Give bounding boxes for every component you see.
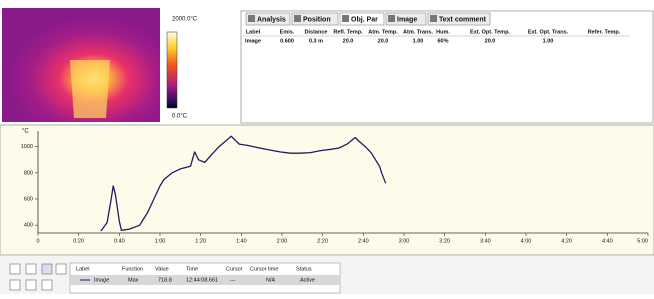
tab-label[interactable]: Analysis xyxy=(257,16,286,23)
table-tool[interactable] xyxy=(42,264,52,274)
column-header[interactable]: Time xyxy=(186,266,198,272)
column-header[interactable]: Label xyxy=(246,29,261,35)
y-tick-label: 800 xyxy=(24,170,33,176)
x-tick-label: 4:00 xyxy=(521,238,532,244)
cursor-tool[interactable] xyxy=(10,264,20,274)
cell: 0.600 xyxy=(280,38,294,44)
x-tick-label: 4:40 xyxy=(602,238,613,244)
column-header[interactable]: Emis. xyxy=(280,29,295,35)
cell: 20.0 xyxy=(343,38,354,44)
app-window: 2000.0°C 0.0°C Analysis Position Obj. Par I… xyxy=(0,0,654,294)
cell: 718.8 xyxy=(158,277,172,283)
cell: 12:44:08.661 xyxy=(186,277,218,283)
cell: 0.3 m xyxy=(309,38,323,44)
x-tick-label: 2:20 xyxy=(317,238,328,244)
x-tick-label: 5:00 xyxy=(637,238,648,244)
column-header[interactable]: Refer. Temp. xyxy=(588,29,621,35)
x-tick-label: 1:20 xyxy=(195,238,206,244)
zoom-out[interactable] xyxy=(26,280,36,290)
color-scale xyxy=(167,32,177,108)
tab-bar: Analysis Position Obj. Par Image Text commen… xyxy=(246,13,490,25)
x-tick-label: 3:40 xyxy=(480,238,491,244)
point-tool[interactable] xyxy=(26,264,36,274)
tab-label[interactable]: Text comment xyxy=(439,16,487,23)
tab-label[interactable]: Position xyxy=(303,16,331,23)
column-header[interactable]: Ext. Opt. Trans. xyxy=(528,29,569,35)
x-tick-label: 4:20 xyxy=(561,238,572,244)
column-header[interactable]: Function xyxy=(122,266,143,272)
export-tool[interactable] xyxy=(56,264,66,274)
column-header[interactable]: Value xyxy=(155,266,169,272)
zoom-reset[interactable] xyxy=(42,280,52,290)
cell: --- xyxy=(230,277,236,283)
cell: 20.0 xyxy=(378,38,389,44)
tab-panel xyxy=(241,11,653,123)
cell: Image xyxy=(245,38,261,44)
column-header[interactable]: Label xyxy=(76,266,89,272)
x-tick-label: 1:00 xyxy=(155,238,166,244)
y-tick-label: 600 xyxy=(24,196,33,202)
cell: Active xyxy=(300,277,315,283)
column-header[interactable]: Ext. Opt. Temp. xyxy=(470,29,510,35)
tab-icon xyxy=(342,15,349,22)
column-header[interactable]: Atm. Temp. xyxy=(368,29,398,35)
tab-icon xyxy=(248,15,255,22)
x-tick-label: 0:40 xyxy=(114,238,125,244)
column-header[interactable]: Cursor xyxy=(226,266,243,272)
tab-icon xyxy=(294,15,301,22)
column-header[interactable]: Atm. Trans. xyxy=(403,29,433,35)
tab-icon xyxy=(430,15,437,22)
tab-label[interactable]: Image xyxy=(397,16,417,23)
x-tick-label: 3:00 xyxy=(399,238,410,244)
x-tick-label: 0:20 xyxy=(73,238,84,244)
cell: 1.00 xyxy=(413,38,424,44)
x-tick-label: 2:00 xyxy=(277,238,288,244)
zoom-in[interactable] xyxy=(10,280,20,290)
y-axis-label: °C xyxy=(22,129,29,135)
x-tick-label: 2:40 xyxy=(358,238,369,244)
column-header[interactable]: Refl. Temp. xyxy=(333,29,363,35)
column-header[interactable]: Hum. xyxy=(436,29,450,35)
scale-min: 0.0°C xyxy=(172,114,188,120)
x-tick-label: 3:20 xyxy=(439,238,450,244)
y-tick-label: 400 xyxy=(24,223,33,229)
chart-area xyxy=(0,125,654,255)
column-header[interactable]: Cursor time xyxy=(250,266,278,272)
tab-label[interactable]: Obj. Par xyxy=(351,16,378,23)
cell: Image xyxy=(94,277,109,283)
tab-icon xyxy=(388,15,395,22)
hot-spot xyxy=(70,60,110,118)
cell: N/A xyxy=(266,277,276,283)
x-tick-label: 1:40 xyxy=(236,238,247,244)
cell: 20.0 xyxy=(485,38,496,44)
column-header[interactable]: Status xyxy=(296,266,312,272)
x-tick-label: 0 xyxy=(36,238,39,244)
cell: 60% xyxy=(437,38,448,44)
y-tick-label: 1000 xyxy=(21,144,33,150)
cell: 1.00 xyxy=(543,38,554,44)
cell: Max xyxy=(128,277,139,283)
scale-max: 2000.0°C xyxy=(172,17,198,23)
column-header[interactable]: Distance xyxy=(305,29,328,35)
